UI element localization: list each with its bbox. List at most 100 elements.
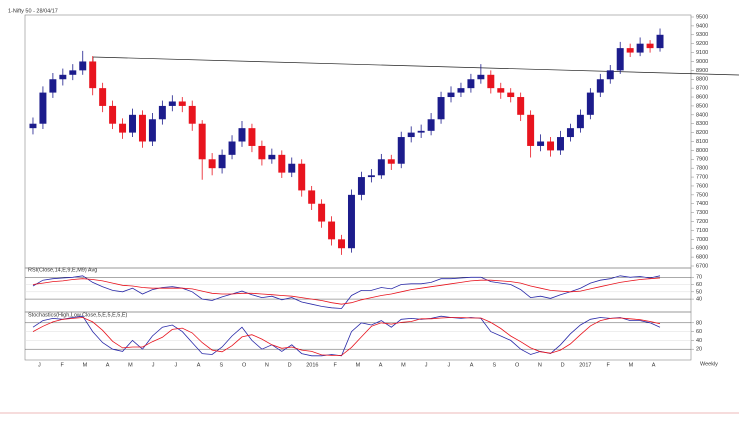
- trend-line: [92, 56, 739, 76]
- candle-body: [377, 159, 385, 176]
- candle-body: [288, 163, 296, 173]
- y-tick-label: 20: [696, 347, 702, 353]
- candle-body: [566, 128, 574, 138]
- series-line: [32, 317, 661, 356]
- candle-body: [606, 70, 614, 80]
- x-tick-label: O: [242, 362, 247, 368]
- y-tick-label: 7500: [696, 192, 708, 198]
- candle-body: [457, 88, 465, 93]
- candle-body: [258, 145, 266, 160]
- candle-body: [646, 43, 654, 49]
- series-line: [32, 275, 661, 309]
- candle-body: [557, 137, 564, 151]
- candle-body: [89, 61, 97, 89]
- x-tick-label: F: [606, 362, 610, 368]
- y-tick-label: 7800: [696, 166, 708, 172]
- y-tick-label: 80: [696, 320, 702, 326]
- rsi-panel: [24, 267, 692, 313]
- y-tick-label: 8400: [696, 112, 708, 118]
- candle-body: [158, 105, 166, 120]
- candle-body: [656, 34, 664, 49]
- y-tick-label: 9300: [696, 32, 708, 38]
- candle-body: [417, 130, 425, 133]
- x-tick-label: J: [152, 362, 155, 368]
- candle-body: [427, 119, 435, 131]
- candle-body: [188, 105, 196, 124]
- x-tick-label: 2016: [306, 362, 318, 368]
- x-tick-label: O: [515, 362, 520, 368]
- candle-body: [218, 154, 226, 169]
- x-tick-label: J: [175, 362, 178, 368]
- candle-body: [616, 48, 624, 71]
- x-tick-label: D: [288, 362, 292, 368]
- candle-body: [387, 159, 395, 164]
- y-tick-label: 7100: [696, 228, 708, 234]
- candle-body: [367, 175, 375, 178]
- y-tick-label: 8900: [696, 68, 708, 74]
- y-tick-label: 9400: [696, 23, 708, 29]
- x-tick-label: M: [401, 362, 406, 368]
- rsi-title: RSI(Close,14,E,9,E,M9) Avg: [28, 267, 97, 273]
- x-tick-label: J: [448, 362, 451, 368]
- x-tick-label: M: [83, 362, 88, 368]
- candle-body: [298, 163, 306, 191]
- candle-body: [228, 141, 236, 155]
- y-tick-label: 60: [696, 329, 702, 335]
- y-tick-label: 8300: [696, 121, 708, 127]
- candle-body: [576, 114, 584, 129]
- y-tick-label: 9500: [696, 14, 708, 20]
- candle-body: [138, 114, 146, 142]
- x-tick-label: M: [128, 362, 133, 368]
- y-tick-label: 8100: [696, 139, 708, 145]
- candle-body: [148, 119, 156, 142]
- y-tick-label: 7900: [696, 157, 708, 163]
- candle-body: [487, 74, 495, 89]
- chart-title: 1-Nifty 50 - 28/04/17: [8, 8, 58, 14]
- stoch-title: Stochastics(High,Low,Close,5,E,5,E,5,E): [28, 312, 128, 318]
- candle-body: [318, 203, 326, 222]
- candle-body: [178, 101, 186, 106]
- y-tick-label: 7300: [696, 210, 708, 216]
- candle-body: [397, 137, 405, 164]
- x-tick-label: M: [356, 362, 361, 368]
- candle-body: [347, 194, 355, 249]
- x-tick-label: J: [38, 362, 41, 368]
- candle-body: [447, 92, 455, 98]
- stoch-panel: [24, 311, 692, 361]
- candle-body: [437, 97, 445, 120]
- candle-body: [507, 92, 515, 98]
- y-tick-label: 60: [696, 282, 702, 288]
- y-tick-label: 6700: [696, 263, 708, 269]
- x-tick-label: S: [493, 362, 497, 368]
- candle-body: [198, 123, 206, 160]
- x-tick-label: F: [333, 362, 337, 368]
- y-tick-label: 40: [696, 297, 702, 303]
- candle-body: [69, 70, 77, 75]
- y-tick-label: 8200: [696, 130, 708, 136]
- x-tick-label: N: [538, 362, 542, 368]
- candle-body: [168, 101, 176, 106]
- x-tick-label: 2017: [579, 362, 591, 368]
- x-tick-label: A: [652, 362, 656, 368]
- y-tick-label: 70: [696, 275, 702, 281]
- candle-body: [636, 43, 644, 53]
- y-tick-label: 6800: [696, 255, 708, 261]
- candle-body: [79, 61, 87, 71]
- x-tick-label: S: [220, 362, 224, 368]
- x-tick-label: A: [470, 362, 474, 368]
- candle-body: [497, 88, 505, 93]
- x-tick-label: M: [629, 362, 634, 368]
- candle-body: [129, 114, 136, 133]
- series-line: [32, 315, 661, 357]
- period-label: Weekly: [700, 361, 718, 367]
- candle-body: [238, 128, 246, 142]
- series-line: [32, 277, 661, 305]
- candle-body: [278, 154, 286, 173]
- price-panel: [24, 14, 692, 269]
- candle-body: [596, 79, 604, 93]
- candle-body: [547, 141, 555, 151]
- candle-body: [99, 88, 107, 106]
- y-tick-label: 8700: [696, 86, 708, 92]
- candle-body: [467, 79, 475, 89]
